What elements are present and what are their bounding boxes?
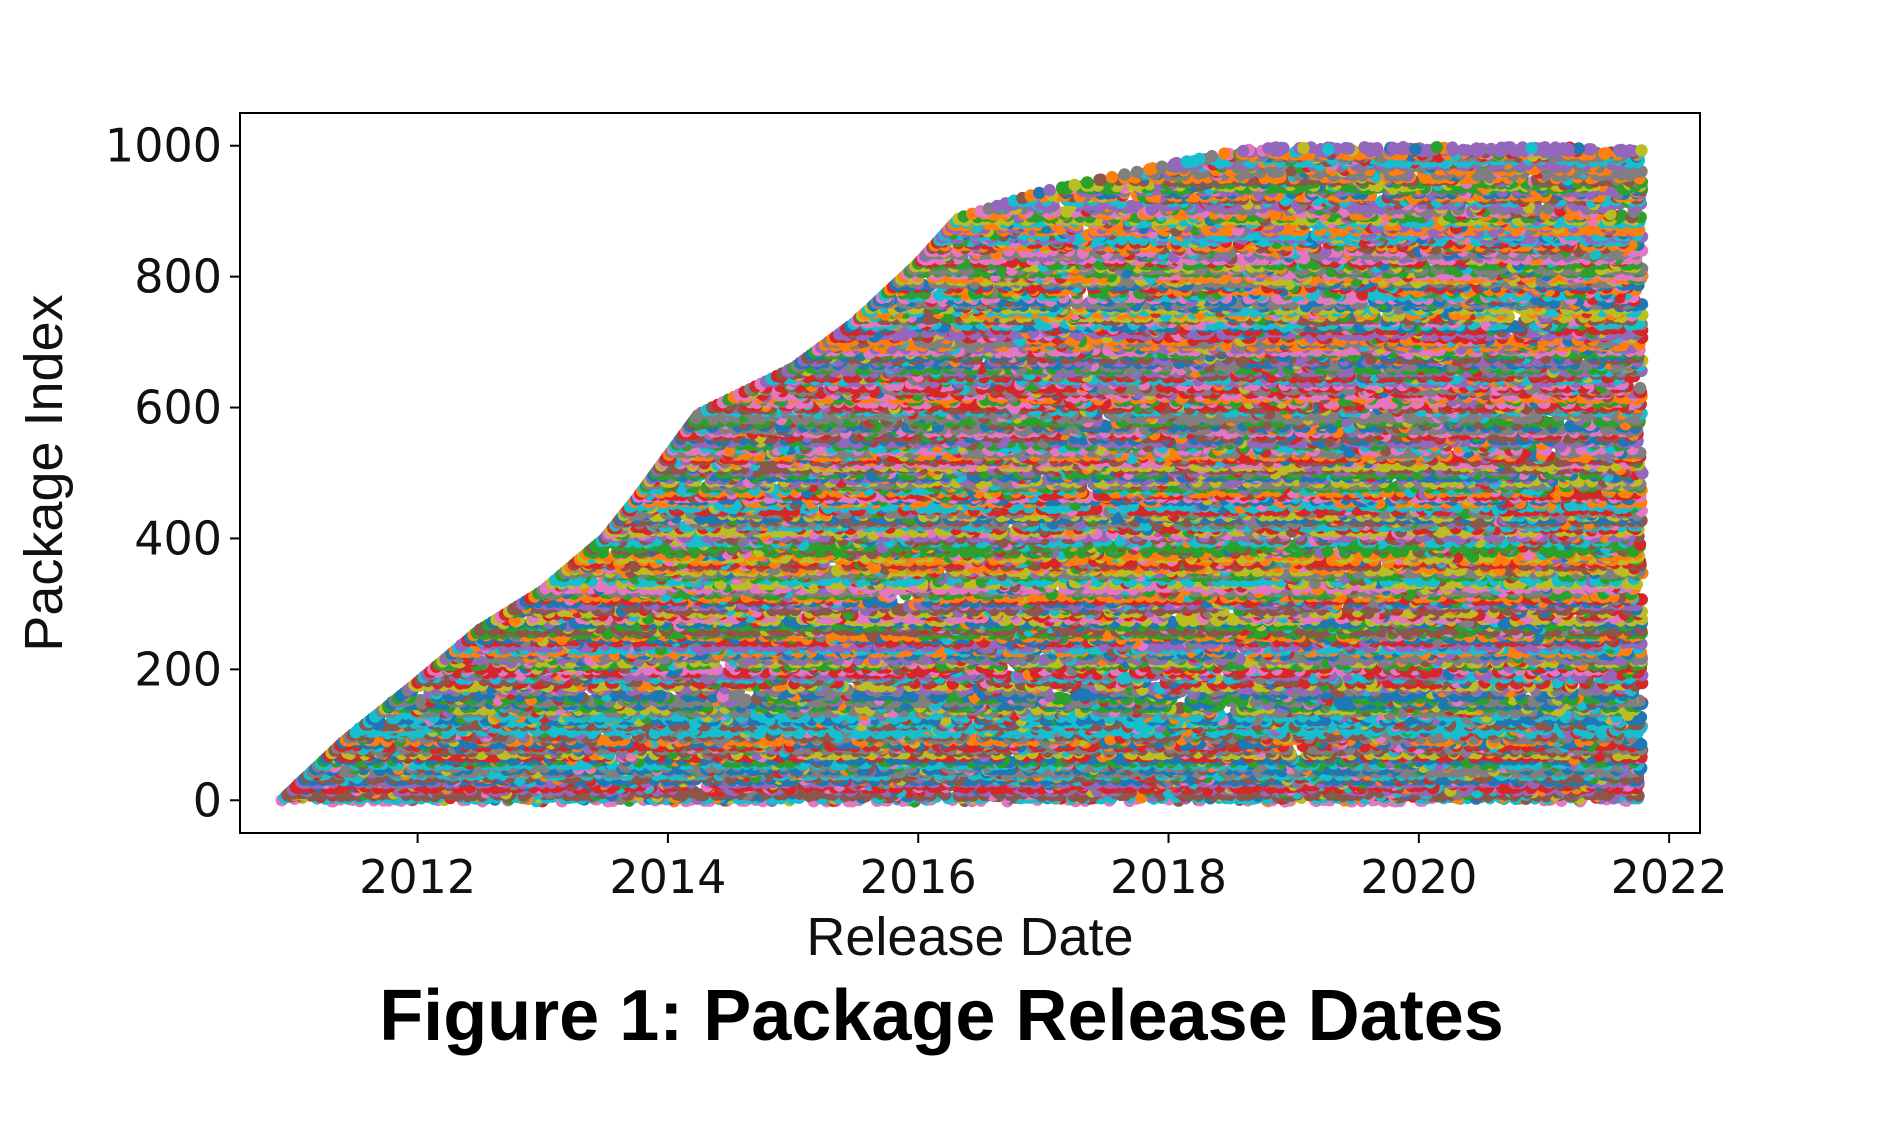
scatter-points xyxy=(276,141,1649,808)
